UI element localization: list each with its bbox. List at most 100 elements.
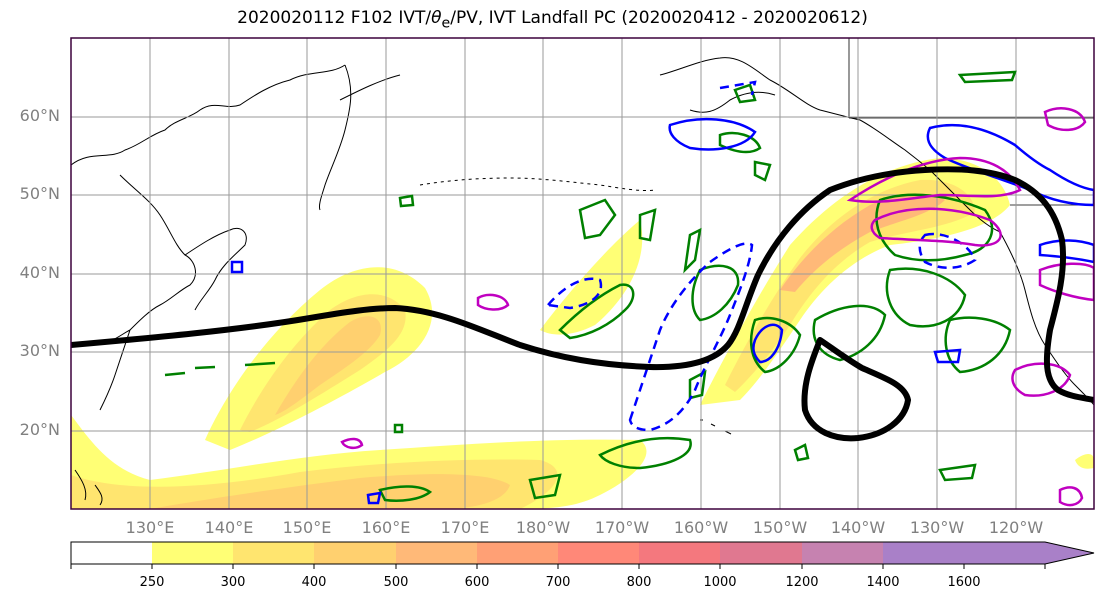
aleutian-islands bbox=[419, 177, 656, 191]
pv-solid-contour bbox=[752, 323, 784, 364]
lat-label: 20°N bbox=[19, 420, 60, 439]
landfall-contour bbox=[71, 166, 1094, 403]
colorbar-swatch bbox=[558, 542, 639, 564]
kamchatka-coastline bbox=[319, 64, 401, 211]
theta-e-contour bbox=[957, 70, 1017, 84]
pv-dashed-contour bbox=[628, 242, 754, 432]
colorbar-swatch bbox=[314, 542, 396, 564]
colorbar bbox=[70, 541, 1095, 569]
theta-e-contour bbox=[875, 193, 994, 262]
theta-e-contour bbox=[938, 463, 977, 482]
colorbar-swatch bbox=[233, 542, 314, 564]
pv-solid-contour bbox=[366, 491, 382, 505]
colorbar-swatch bbox=[152, 542, 233, 564]
pv-solid-contour bbox=[926, 124, 1094, 207]
pv-dashed-contour bbox=[719, 80, 757, 96]
theta-e-contour bbox=[793, 443, 810, 462]
lat-label: 30°N bbox=[19, 341, 60, 360]
colorbar-tick-label: 1600 bbox=[947, 575, 981, 590]
lat-label: 40°N bbox=[19, 263, 60, 282]
colorbar-tick-label: 700 bbox=[545, 575, 571, 590]
lon-label: 120°W bbox=[988, 518, 1044, 537]
colorbar-swatch bbox=[802, 542, 883, 564]
landfall-contour-loop bbox=[801, 337, 912, 442]
magenta-contour bbox=[476, 293, 510, 311]
graticule bbox=[71, 38, 1094, 509]
map-frame bbox=[70, 37, 1095, 510]
colorbar-swatch bbox=[477, 542, 558, 564]
colorbar-tick-label: 1400 bbox=[866, 575, 900, 590]
ivt-plume-east-max bbox=[780, 193, 945, 292]
colorbar-tick-label: 300 bbox=[220, 575, 246, 590]
coastline-layer bbox=[71, 38, 1094, 506]
lon-label: 130°W bbox=[909, 518, 965, 537]
magenta-contour bbox=[340, 437, 364, 450]
lat-label: 60°N bbox=[19, 106, 60, 125]
pv-solid-contour bbox=[933, 348, 962, 364]
colorbar-swatch bbox=[720, 542, 802, 564]
theta-e-contour bbox=[733, 83, 757, 104]
colorbar-tick-label: 800 bbox=[626, 575, 652, 590]
colorbar-swatch bbox=[71, 542, 152, 564]
colorbar-swatch bbox=[883, 542, 964, 564]
ivt-plume-central bbox=[540, 220, 643, 335]
colorbar-tick-label: 1200 bbox=[785, 575, 819, 590]
theta-e-contour bbox=[944, 316, 1012, 374]
ivt-blob-southeast bbox=[1075, 454, 1094, 469]
lon-label: 160°W bbox=[673, 518, 729, 537]
magenta-contour bbox=[1058, 486, 1084, 507]
pv-solid-contour bbox=[668, 117, 757, 151]
theta-e-contours bbox=[164, 70, 1017, 502]
ivt-plume-west-max bbox=[275, 316, 381, 415]
theta-e-contour bbox=[691, 264, 740, 322]
colorbar-extend-arrow bbox=[964, 542, 1094, 564]
colorbar-tick-label: 1000 bbox=[703, 575, 737, 590]
theta-e-contour bbox=[398, 194, 415, 208]
magenta-contour bbox=[846, 156, 1022, 203]
lon-label: 180°W bbox=[515, 518, 571, 537]
lon-label: 170°W bbox=[594, 518, 650, 537]
magenta-contour bbox=[870, 207, 1002, 247]
theta-e-contour bbox=[683, 227, 702, 274]
theta-e-contour bbox=[528, 473, 562, 500]
theta-e-contour bbox=[598, 436, 692, 470]
theta-e-contour bbox=[558, 283, 635, 340]
lon-label: 130°E bbox=[125, 518, 175, 537]
ivt-plume-south-max bbox=[150, 474, 510, 509]
theta-e-contour bbox=[164, 361, 404, 434]
ivt-fill-layer bbox=[71, 158, 1094, 509]
magenta-contours bbox=[340, 107, 1094, 507]
lon-label: 140°E bbox=[204, 518, 254, 537]
theta-e-contour bbox=[578, 198, 617, 240]
lon-label: 160°E bbox=[361, 518, 411, 537]
colorbar-outline bbox=[70, 541, 1095, 565]
theta-e-contour bbox=[638, 208, 657, 242]
theta-e-contour bbox=[378, 485, 433, 502]
landfall-contour-layer bbox=[71, 166, 1094, 442]
lat-label: 50°N bbox=[19, 184, 60, 203]
colorbar-swatch bbox=[396, 542, 477, 564]
pv-dashed-contour bbox=[545, 277, 603, 310]
theta-e-contour bbox=[749, 316, 802, 374]
pv-dashed-contour bbox=[918, 232, 977, 269]
map-title: 2020020112 F102 IVT/θe/PV, IVT Landfall … bbox=[237, 8, 868, 32]
colorbar-swatch bbox=[639, 542, 720, 564]
lon-label: 170°E bbox=[440, 518, 490, 537]
magenta-contour bbox=[1043, 107, 1087, 132]
colorbar-tick-label: 250 bbox=[139, 575, 165, 590]
lon-label: 150°E bbox=[282, 518, 332, 537]
theta-e-contour bbox=[753, 160, 772, 182]
colorbar-tick-label: 400 bbox=[301, 575, 327, 590]
lon-label: 150°W bbox=[752, 518, 808, 537]
colorbar-tick-label: 600 bbox=[464, 575, 490, 590]
colorbar-tick-label: 500 bbox=[383, 575, 409, 590]
colorbar-ticks bbox=[70, 564, 1046, 569]
lon-label: 140°W bbox=[830, 518, 886, 537]
magenta-contour bbox=[1038, 262, 1094, 302]
pv-solid-contour bbox=[1038, 239, 1094, 264]
hawaii-islands bbox=[700, 419, 732, 435]
asia-coastline bbox=[71, 64, 346, 411]
pv-solid-contour bbox=[230, 260, 244, 274]
theta-e-contour bbox=[688, 369, 707, 400]
